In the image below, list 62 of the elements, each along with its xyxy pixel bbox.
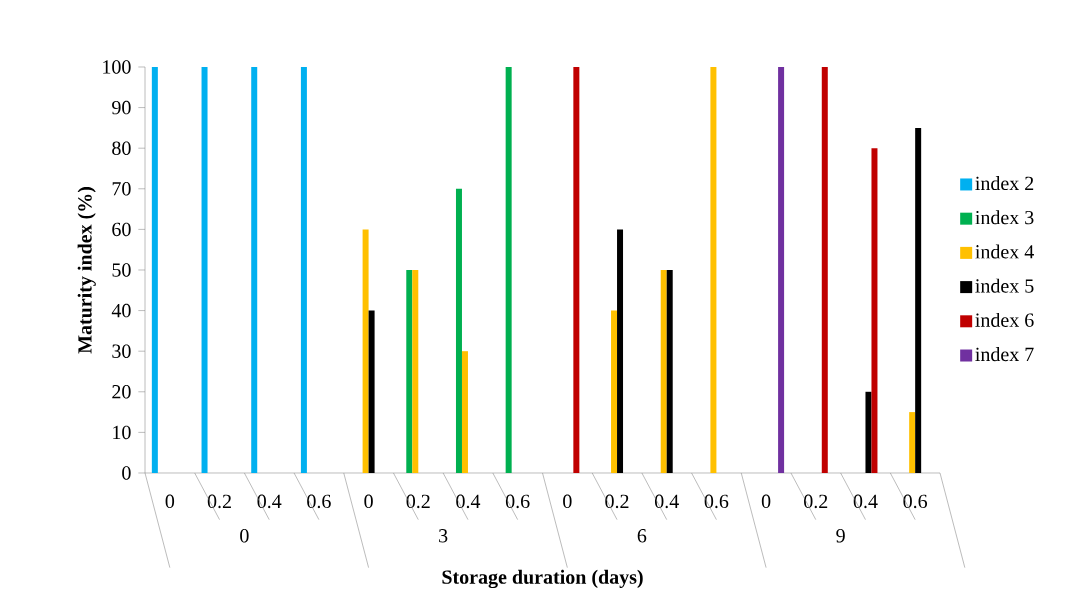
text: 0: [240, 529, 249, 543]
legend-label: index 4: [975, 244, 1034, 259]
bar: [251, 66, 258, 473]
x-tick-label: 0.6: [307, 494, 331, 509]
x-tick-label: 0.4: [654, 494, 679, 509]
bar: [871, 148, 878, 473]
x-tick-label: 0: [761, 494, 771, 509]
legend-label: index 3: [975, 210, 1034, 225]
x-tick-label: 0.2: [406, 494, 430, 509]
y-axis-title: Maturity index (%): [77, 187, 96, 354]
x-tick-label: 0: [165, 494, 175, 509]
bar: [455, 188, 462, 473]
y-tick-label: 10: [113, 425, 131, 440]
bar: [505, 66, 512, 473]
bar: [300, 66, 307, 473]
bar: [666, 269, 673, 473]
text: 9: [836, 529, 845, 543]
x-tick-label: 0.6: [903, 494, 928, 509]
x-tick-label: 0.4: [456, 494, 481, 509]
bar: [909, 412, 916, 473]
y-tick-label: 70: [112, 182, 131, 196]
legend-label: index 2: [975, 176, 1034, 191]
bar: [362, 229, 369, 473]
bar: [201, 66, 208, 473]
y-tick-label: 40: [111, 303, 131, 318]
legend-label: index 5: [975, 278, 1034, 293]
bar: [915, 127, 922, 473]
y-tick-label: 20: [112, 385, 131, 399]
bar: [461, 351, 468, 473]
bar: [368, 310, 375, 473]
x-tick-label: 0: [563, 494, 572, 509]
bar: [660, 269, 667, 473]
x-tick-label: 0.6: [505, 494, 530, 509]
legend-label: index 6: [975, 312, 1034, 327]
y-tick-label: 90: [112, 100, 131, 115]
y-tick-label: 60: [112, 222, 131, 237]
bar: [573, 66, 580, 473]
y-tick-label: 100: [103, 60, 131, 74]
bar: [406, 269, 413, 473]
bar: [710, 66, 717, 473]
bar: [151, 66, 158, 473]
bar: [865, 391, 872, 473]
text: 3: [439, 529, 448, 543]
x-tick-label: 0.4: [853, 494, 878, 509]
x-tick-label: 0.6: [704, 494, 729, 509]
y-tick-label: 50: [112, 263, 131, 277]
bar: [617, 229, 624, 473]
x-axis-title: Storage duration (days): [442, 569, 643, 589]
y-tick-label: 80: [112, 141, 131, 155]
bar: [821, 66, 828, 473]
x-tick-label: 0: [364, 494, 373, 509]
bar: [611, 310, 618, 473]
x-tick-label: 0.2: [605, 494, 629, 509]
y-tick-label: 0: [122, 466, 131, 480]
legend-label: index 7: [975, 347, 1034, 362]
x-tick-label: 0.2: [207, 494, 231, 509]
x-tick-label: 0.4: [257, 494, 282, 509]
x-tick-label: 0.2: [804, 494, 828, 509]
bar: [412, 269, 419, 473]
y-tick-label: 30: [112, 344, 131, 358]
text: 6: [637, 529, 647, 543]
bar: [778, 66, 785, 473]
